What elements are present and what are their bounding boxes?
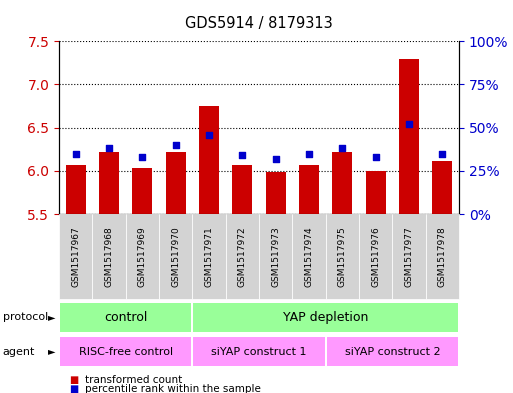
Text: protocol: protocol xyxy=(3,312,48,322)
Point xyxy=(438,151,446,157)
Point xyxy=(105,145,113,152)
Text: GSM1517974: GSM1517974 xyxy=(305,226,313,287)
Bar xyxy=(332,152,352,214)
Bar xyxy=(199,106,219,214)
Point xyxy=(238,152,246,158)
Point xyxy=(405,121,413,127)
Text: ►: ► xyxy=(48,312,55,322)
Text: GSM1517967: GSM1517967 xyxy=(71,226,80,287)
Bar xyxy=(232,165,252,214)
Text: control: control xyxy=(104,311,147,324)
Text: GSM1517975: GSM1517975 xyxy=(338,226,347,287)
Bar xyxy=(432,161,452,214)
Text: GSM1517978: GSM1517978 xyxy=(438,226,447,287)
Text: GSM1517970: GSM1517970 xyxy=(171,226,180,287)
Text: GSM1517977: GSM1517977 xyxy=(405,226,413,287)
Text: GSM1517976: GSM1517976 xyxy=(371,226,380,287)
Text: ■: ■ xyxy=(69,384,78,393)
Text: ■: ■ xyxy=(69,375,78,386)
Text: transformed count: transformed count xyxy=(85,375,182,386)
Text: siYAP construct 2: siYAP construct 2 xyxy=(345,347,440,356)
Point xyxy=(338,145,346,152)
Text: siYAP construct 1: siYAP construct 1 xyxy=(211,347,307,356)
Point xyxy=(71,151,80,157)
Text: agent: agent xyxy=(3,347,35,356)
Point xyxy=(171,142,180,148)
Point xyxy=(305,151,313,157)
Text: YAP depletion: YAP depletion xyxy=(283,311,368,324)
Bar xyxy=(399,59,419,214)
Point xyxy=(271,156,280,162)
Text: GDS5914 / 8179313: GDS5914 / 8179313 xyxy=(185,16,333,31)
Bar xyxy=(99,152,119,214)
Text: ►: ► xyxy=(48,347,55,356)
Bar xyxy=(132,168,152,214)
Text: GSM1517971: GSM1517971 xyxy=(205,226,213,287)
Point xyxy=(205,132,213,138)
Text: GSM1517972: GSM1517972 xyxy=(238,226,247,287)
Bar xyxy=(66,165,86,214)
Point xyxy=(371,154,380,160)
Bar xyxy=(266,172,286,214)
Text: GSM1517973: GSM1517973 xyxy=(271,226,280,287)
Bar xyxy=(299,165,319,214)
Text: GSM1517969: GSM1517969 xyxy=(138,226,147,287)
Point xyxy=(138,154,147,160)
Text: percentile rank within the sample: percentile rank within the sample xyxy=(85,384,261,393)
Text: GSM1517968: GSM1517968 xyxy=(105,226,113,287)
Bar xyxy=(366,171,386,214)
Text: RISC-free control: RISC-free control xyxy=(78,347,173,356)
Bar xyxy=(166,152,186,214)
